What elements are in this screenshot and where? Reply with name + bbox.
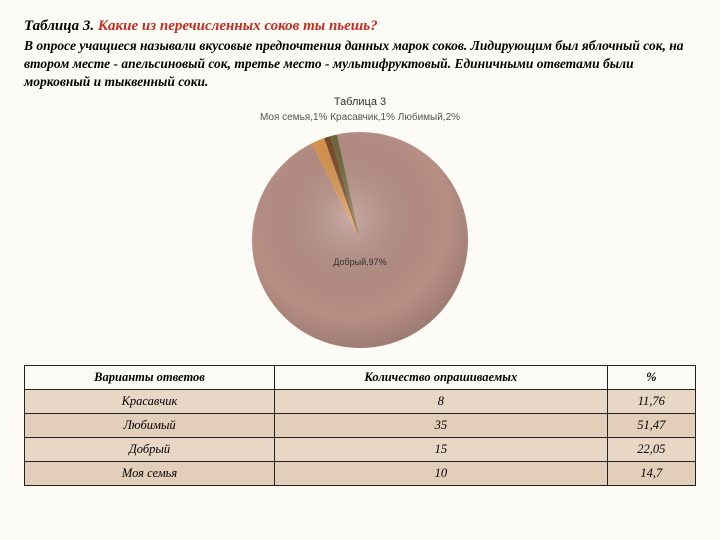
col-header: Количество опрашиваемых bbox=[275, 365, 608, 389]
col-header: % bbox=[607, 365, 695, 389]
heading: Таблица 3. Какие из перечисленных соков … bbox=[24, 18, 696, 35]
table-cell: Добрый bbox=[25, 437, 275, 461]
table-cell: 10 bbox=[275, 461, 608, 485]
data-table: Варианты ответов Количество опрашиваемых… bbox=[24, 365, 696, 486]
page-root: Таблица 3. Какие из перечисленных соков … bbox=[0, 0, 720, 498]
table-body: Красавчик811,76Любимый3551,47Добрый1522,… bbox=[25, 389, 696, 485]
table-cell: 22,05 bbox=[607, 437, 695, 461]
table-row: Добрый1522,05 bbox=[25, 437, 696, 461]
table-cell: Моя семья bbox=[25, 461, 275, 485]
table-row: Красавчик811,76 bbox=[25, 389, 696, 413]
table-row: Любимый3551,47 bbox=[25, 413, 696, 437]
col-header: Варианты ответов bbox=[25, 365, 275, 389]
heading-prefix: Таблица 3. bbox=[24, 18, 98, 34]
table-cell: 8 bbox=[275, 389, 608, 413]
pie-chart-svg: Добрый,97% bbox=[230, 125, 490, 355]
table-cell: 35 bbox=[275, 413, 608, 437]
pie-chart-area: Таблица 3 Моя семья,1% Красавчик,1% Люби… bbox=[24, 96, 696, 355]
table-cell: 15 bbox=[275, 437, 608, 461]
chart-top-labels: Моя семья,1% Красавчик,1% Любимый,2% bbox=[24, 112, 696, 123]
chart-title: Таблица 3 bbox=[24, 96, 696, 108]
heading-question: Какие из перечисленных соков ты пьешь? bbox=[98, 18, 378, 34]
table-cell: 11,76 bbox=[607, 389, 695, 413]
table-cell: Красавчик bbox=[25, 389, 275, 413]
description-text: В опросе учащиеся называли вкусовые пред… bbox=[24, 37, 696, 92]
table-cell: 51,47 bbox=[607, 413, 695, 437]
table-cell: Любимый bbox=[25, 413, 275, 437]
table-head: Варианты ответов Количество опрашиваемых… bbox=[25, 365, 696, 389]
table-cell: 14,7 bbox=[607, 461, 695, 485]
table-row: Моя семья1014,7 bbox=[25, 461, 696, 485]
pie-shading bbox=[252, 132, 468, 348]
